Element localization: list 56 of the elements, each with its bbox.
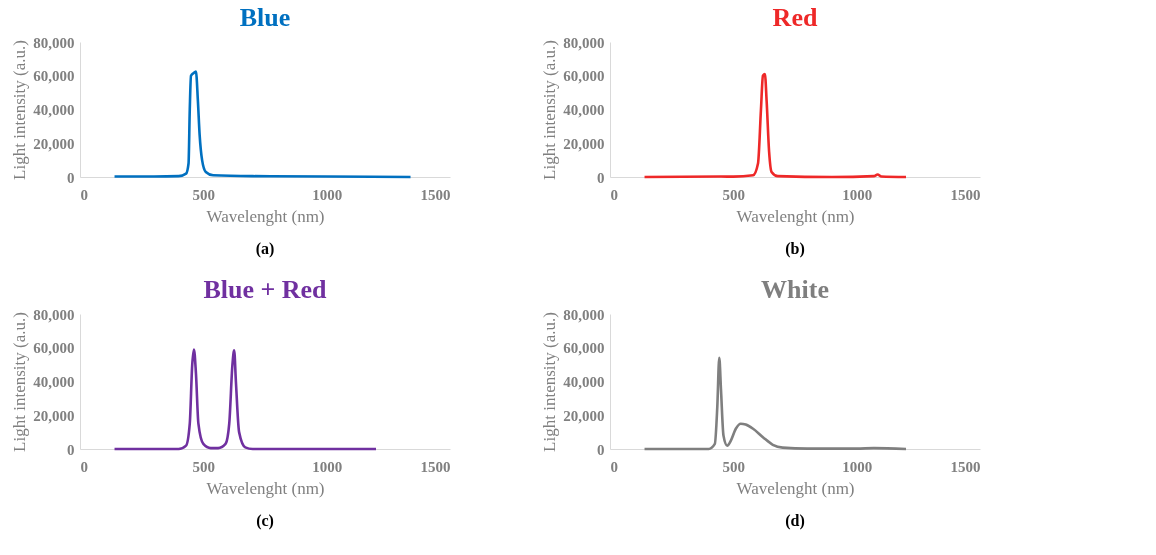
y-axis-title: Light intensity (a.u.) bbox=[10, 40, 30, 180]
x-tick-label: 0 bbox=[80, 186, 88, 203]
y-tick-label: 0 bbox=[67, 441, 75, 458]
y-tick-label: 0 bbox=[67, 169, 75, 186]
x-tick-label: 0 bbox=[610, 458, 618, 475]
y-tick-label: 40,000 bbox=[563, 374, 605, 390]
x-tick-label: 1500 bbox=[950, 458, 981, 475]
y-tick-label: 20,000 bbox=[563, 407, 605, 424]
x-tick-label: 1000 bbox=[842, 186, 873, 203]
y-tick-label: 0 bbox=[597, 169, 605, 186]
x-tick-label: 1000 bbox=[312, 458, 343, 475]
x-tick-label: 500 bbox=[192, 186, 216, 203]
x-axis-title: Wavelenght (nm) bbox=[206, 206, 325, 226]
y-tick-label: 60,000 bbox=[33, 68, 75, 85]
text: (d) bbox=[785, 512, 805, 530]
x-tick-label: 500 bbox=[722, 186, 746, 203]
text: (a) bbox=[255, 240, 275, 258]
chart-title: Red bbox=[772, 3, 818, 32]
text: (b) bbox=[785, 240, 805, 258]
x-tick-label: 1500 bbox=[420, 186, 451, 203]
x-tick-label: 1000 bbox=[842, 458, 873, 475]
y-tick-label: 40,000 bbox=[33, 102, 75, 118]
y-tick-label: 80,000 bbox=[563, 34, 605, 51]
y-tick-label: 60,000 bbox=[563, 340, 605, 357]
y-tick-label: 40,000 bbox=[563, 102, 605, 118]
chart-title: Blue + Red bbox=[203, 275, 328, 304]
line-series bbox=[643, 356, 908, 451]
chart-title: White bbox=[761, 275, 829, 304]
x-tick-label: 0 bbox=[80, 458, 88, 475]
y-tick-label: 20,000 bbox=[563, 135, 605, 152]
x-tick-label: 0 bbox=[610, 186, 618, 203]
x-tick-label: 1000 bbox=[312, 186, 343, 203]
y-tick-label: 60,000 bbox=[563, 68, 605, 85]
x-axis-title: Wavelenght (nm) bbox=[736, 206, 855, 226]
y-tick-label: 80,000 bbox=[563, 306, 605, 323]
y-tick-label: 80,000 bbox=[33, 306, 75, 323]
x-axis-title: Wavelenght (nm) bbox=[206, 478, 325, 498]
y-tick-label: 80,000 bbox=[33, 34, 75, 51]
line-series bbox=[113, 70, 412, 179]
y-tick-label: 40,000 bbox=[33, 374, 75, 390]
line-series bbox=[643, 72, 908, 179]
y-tick-label: 0 bbox=[597, 441, 605, 458]
y-tick-label: 60,000 bbox=[33, 340, 75, 357]
x-tick-label: 1500 bbox=[420, 458, 451, 475]
line-series bbox=[113, 348, 378, 451]
text: (c) bbox=[256, 512, 274, 530]
x-tick-label: 500 bbox=[722, 458, 746, 475]
chart-title: Blue bbox=[239, 3, 291, 32]
y-tick-label: 20,000 bbox=[33, 407, 75, 424]
y-tick-label: 20,000 bbox=[33, 135, 75, 152]
y-axis-title: Light intensity (a.u.) bbox=[540, 312, 560, 452]
x-axis-title: Wavelenght (nm) bbox=[736, 478, 855, 498]
x-tick-label: 500 bbox=[192, 458, 216, 475]
y-axis-title: Light intensity (a.u.) bbox=[10, 312, 30, 452]
y-axis-title: Light intensity (a.u.) bbox=[540, 40, 560, 180]
x-tick-label: 1500 bbox=[950, 186, 981, 203]
